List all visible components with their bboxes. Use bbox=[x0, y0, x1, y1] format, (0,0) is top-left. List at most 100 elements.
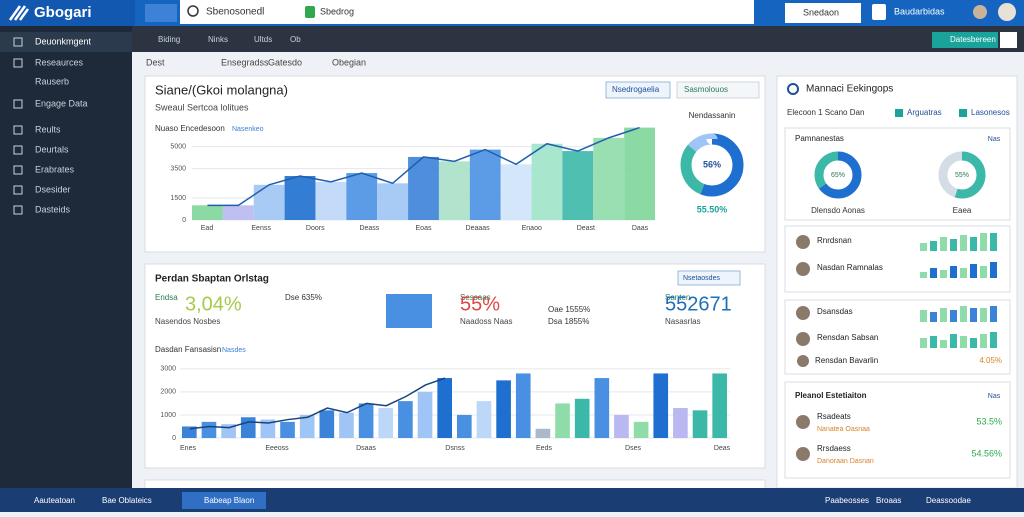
kpi-mini: Oae 1555% bbox=[548, 305, 590, 314]
subnav-tab[interactable]: Biding bbox=[158, 35, 180, 44]
filter-label: Sasmolouos bbox=[684, 85, 728, 94]
bar bbox=[496, 380, 511, 438]
filter-label[interactable]: Elecoon 1 Scano Dan bbox=[787, 108, 864, 117]
sidebar-icon bbox=[13, 58, 23, 68]
bar bbox=[398, 401, 413, 438]
subnav-button-icon[interactable] bbox=[1000, 32, 1017, 48]
x-tick-label: Doors bbox=[306, 225, 325, 232]
mini-bar bbox=[930, 336, 937, 348]
person-name: Rnrdsnan bbox=[817, 236, 852, 245]
breadcrumb: Ensegradss bbox=[221, 57, 269, 67]
taskbar-item[interactable]: Babeap Blaon bbox=[204, 496, 254, 505]
panel-subtitle: Sweaul Sertcoa lolitues bbox=[155, 102, 249, 112]
x-tick-label: Deas bbox=[714, 445, 731, 452]
bar bbox=[378, 408, 394, 438]
mini-bar bbox=[930, 312, 937, 322]
sidebar-icon bbox=[13, 185, 23, 195]
panel-icon bbox=[787, 83, 799, 95]
sidebar-item[interactable]: Reults bbox=[35, 124, 61, 134]
taskbar-item[interactable]: Aauteatoan bbox=[34, 496, 75, 505]
y-tick-label: 0 bbox=[182, 217, 186, 224]
avatar bbox=[796, 332, 810, 346]
sidebar-item[interactable]: Reseaurces bbox=[35, 57, 84, 67]
kpi-label: Endsa bbox=[155, 293, 178, 302]
y-tick-label: 3000 bbox=[160, 366, 176, 373]
taskbar-active[interactable] bbox=[182, 492, 266, 509]
subnav-tab[interactable]: Ultds bbox=[254, 35, 272, 44]
taskbar-item[interactable]: Broaas bbox=[876, 496, 901, 505]
bar bbox=[280, 421, 295, 438]
sidebar-item[interactable]: Engage Data bbox=[35, 98, 88, 108]
kpi-value: 55% bbox=[460, 293, 500, 315]
mini-bar bbox=[990, 262, 997, 278]
sidebar-item[interactable]: Deurtals bbox=[35, 144, 69, 154]
row-value: 54.56% bbox=[971, 448, 1002, 458]
mini-bar bbox=[970, 338, 977, 348]
mini-bar bbox=[960, 268, 967, 278]
bar bbox=[633, 421, 649, 438]
area-column bbox=[438, 161, 470, 220]
logo: Gbogari bbox=[34, 4, 92, 21]
taskbar-item[interactable]: Deassoodae bbox=[926, 496, 971, 505]
x-tick-label: Deaaas bbox=[466, 225, 491, 232]
mini-bar bbox=[940, 340, 947, 348]
bar bbox=[692, 410, 708, 438]
y-tick-label: 1000 bbox=[160, 412, 176, 419]
bar bbox=[712, 373, 727, 438]
bar bbox=[555, 403, 570, 438]
bar bbox=[260, 419, 276, 438]
area-column bbox=[531, 143, 563, 220]
filter-label[interactable]: Arguatras bbox=[907, 108, 942, 117]
x-tick-label: Deast bbox=[577, 225, 595, 232]
mini-bar bbox=[940, 237, 947, 251]
donut-center: 55% bbox=[955, 172, 969, 179]
area-column bbox=[469, 149, 501, 220]
account-name: Baudarbidas bbox=[894, 6, 945, 16]
mini-bar bbox=[970, 308, 977, 322]
subnav-tab[interactable]: Ninks bbox=[208, 35, 228, 44]
x-tick-label: Dsaas bbox=[356, 445, 376, 452]
bar bbox=[299, 414, 315, 438]
rating: 4.05% bbox=[979, 356, 1002, 365]
dropdown[interactable] bbox=[677, 270, 741, 286]
area-column bbox=[346, 173, 378, 220]
mini-bar bbox=[920, 310, 927, 322]
mini-bar bbox=[920, 338, 927, 348]
mini-bar bbox=[930, 241, 937, 251]
taskbar bbox=[0, 488, 1024, 512]
taskbar-item[interactable]: Bae Oblateics bbox=[102, 496, 152, 505]
search-box[interactable] bbox=[180, 0, 754, 24]
dropdown-label: Nsetaosdes bbox=[683, 275, 720, 282]
kpi-highlight bbox=[386, 294, 432, 328]
sidebar-item[interactable]: Erabrates bbox=[35, 164, 75, 174]
x-tick-label: Eeeoss bbox=[265, 445, 289, 452]
taskbar-item[interactable]: Paabeosses bbox=[825, 496, 869, 505]
bar bbox=[594, 378, 610, 438]
filter-label[interactable]: Lasonesos bbox=[971, 108, 1010, 117]
bar bbox=[437, 378, 452, 438]
mini-bar bbox=[990, 332, 997, 348]
sidebar-icon bbox=[13, 99, 23, 109]
x-tick-label: Eenss bbox=[251, 225, 271, 232]
area-column bbox=[253, 184, 285, 220]
filter[interactable] bbox=[676, 81, 760, 99]
subnav-tab[interactable]: Ob bbox=[290, 35, 301, 44]
avatar bbox=[797, 355, 809, 367]
sidebar-item[interactable]: Dasteids bbox=[35, 204, 71, 214]
person-name: Rensdan Bavarlin bbox=[815, 356, 878, 365]
area-column bbox=[315, 181, 347, 220]
tab-icon bbox=[305, 6, 315, 18]
subnav-button[interactable] bbox=[932, 32, 998, 48]
chart-label: Nuaso Encedesoon bbox=[155, 124, 225, 133]
y-tick-label: 3500 bbox=[170, 166, 186, 173]
donut-center: 56% bbox=[703, 159, 721, 169]
x-tick-label: Dses bbox=[625, 445, 641, 452]
right-select[interactable] bbox=[785, 3, 861, 23]
filter[interactable] bbox=[605, 81, 671, 99]
bar bbox=[614, 414, 629, 438]
view-toggle[interactable] bbox=[145, 4, 177, 22]
sidebar-item[interactable]: Rauserb bbox=[35, 76, 69, 86]
sidebar-item[interactable]: Deuonkmgent bbox=[35, 36, 92, 46]
sidebar-item[interactable]: Dsesider bbox=[35, 184, 71, 194]
bar bbox=[339, 412, 354, 438]
